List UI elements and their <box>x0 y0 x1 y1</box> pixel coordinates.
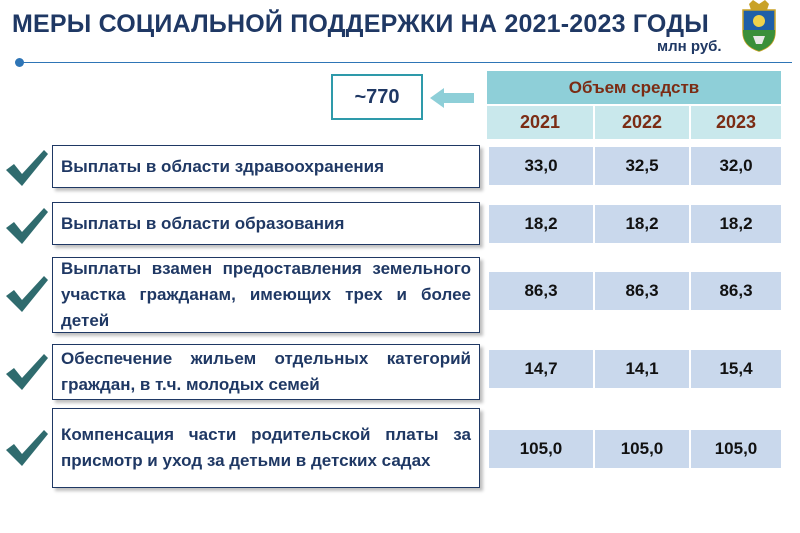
list-item: Компенсация части родительской платы за … <box>52 408 480 488</box>
total-box: ~770 <box>331 74 423 120</box>
table-cell: 86,3 <box>595 272 689 310</box>
coat-of-arms-icon <box>742 0 776 52</box>
year-header-2021: 2021 <box>487 106 593 139</box>
divider-line <box>22 62 792 63</box>
table-header: Объем средств <box>487 71 781 104</box>
item-label: Выплаты в области образования <box>61 213 345 233</box>
item-label: Обеспечение жильем отдельных категорий г… <box>61 349 471 394</box>
table-cell: 105,0 <box>489 430 593 468</box>
checkmark-icon <box>6 276 48 312</box>
unit-label: млн руб. <box>657 38 722 55</box>
table-cell: 14,7 <box>489 350 593 388</box>
list-item: Обеспечение жильем отдельных категорий г… <box>52 344 480 400</box>
checkmark-icon <box>6 354 48 390</box>
table-cell: 32,0 <box>691 147 781 185</box>
total-value: ~770 <box>354 85 400 108</box>
table-cell: 32,5 <box>595 147 689 185</box>
table-cell: 18,2 <box>595 205 689 243</box>
table-cell: 18,2 <box>691 205 781 243</box>
table-cell: 86,3 <box>691 272 781 310</box>
page-title: МЕРЫ СОЦИАЛЬНОЙ ПОДДЕРЖКИ НА 2021-2023 Г… <box>12 10 709 38</box>
checkmark-icon <box>6 208 48 244</box>
table-cell: 15,4 <box>691 350 781 388</box>
year-header-2022: 2022 <box>595 106 689 139</box>
table-cell: 105,0 <box>595 430 689 468</box>
table-cell: 86,3 <box>489 272 593 310</box>
table-cell: 14,1 <box>595 350 689 388</box>
year-header-2023: 2023 <box>691 106 781 139</box>
checkmark-icon <box>6 430 48 466</box>
table-cell: 18,2 <box>489 205 593 243</box>
checkmark-icon <box>6 150 48 186</box>
item-label: Выплаты в области здравоохранения <box>61 156 385 176</box>
left-arrow-icon <box>430 88 474 108</box>
table-cell: 105,0 <box>691 430 781 468</box>
table-cell: 33,0 <box>489 147 593 185</box>
divider-dot <box>15 58 24 67</box>
item-label: Компенсация части родительской платы за … <box>61 425 471 470</box>
list-item: Выплаты в области образования <box>52 202 480 245</box>
list-item: Выплаты в области здравоохранения <box>52 145 480 188</box>
item-label: Выплаты взамен предоставления земельного… <box>61 259 471 330</box>
list-item: Выплаты взамен предоставления земельного… <box>52 257 480 333</box>
